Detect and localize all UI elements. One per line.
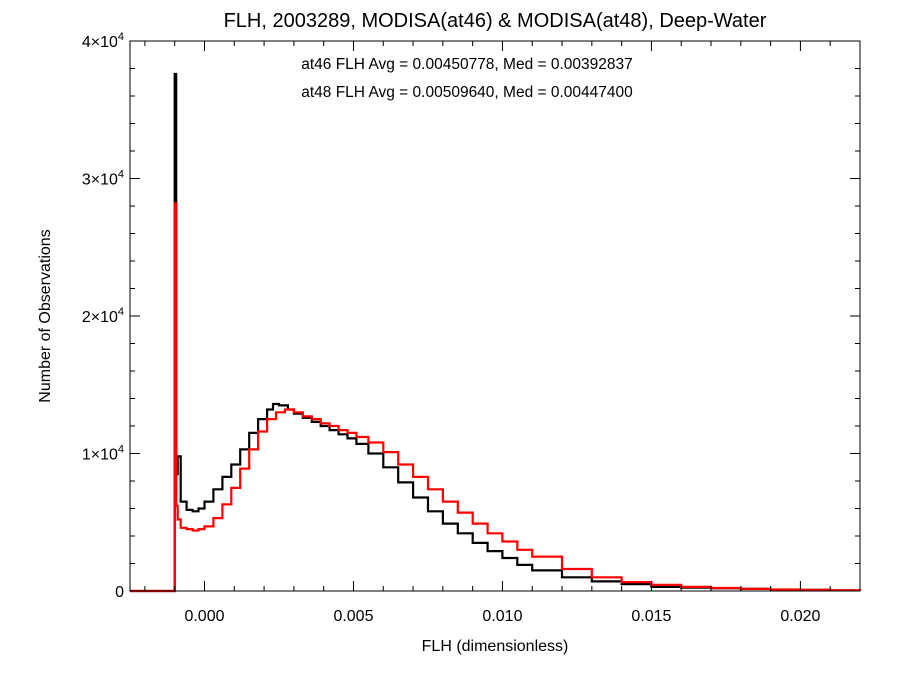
y-tick-label: 4×104 xyxy=(82,31,124,51)
y-tick-mantissa: 4×10 xyxy=(82,34,118,51)
x-axis-label: FLH (dimensionless) xyxy=(422,638,569,655)
y-tick-label: 0 xyxy=(115,584,124,601)
y-tick-exponent: 4 xyxy=(118,306,124,318)
annotation-at48: at48 FLH Avg = 0.00509640, Med = 0.00447… xyxy=(301,84,633,101)
y-tick-mantissa: 2×10 xyxy=(82,309,118,326)
y-tick-label: 3×104 xyxy=(82,169,124,189)
plot-frame xyxy=(129,40,861,592)
series-at46-line xyxy=(130,72,862,593)
y-tick-mantissa: 1×10 xyxy=(82,447,118,464)
annotation-at46: at46 FLH Avg = 0.00450778, Med = 0.00392… xyxy=(301,56,633,73)
y-tick-mantissa: 3×10 xyxy=(82,172,118,189)
y-tick-label: 2×104 xyxy=(82,306,124,326)
series-layer xyxy=(130,72,862,593)
chart-title: FLH, 2003289, MODISA(at46) & MODISA(at48… xyxy=(224,10,767,32)
y-tick-exponent: 4 xyxy=(118,169,124,181)
y-tick-labels: 0 1×104 2×104 3×104 4×104 xyxy=(82,31,124,601)
series-at48-line xyxy=(130,202,862,593)
y-tick-mantissa: 0 xyxy=(115,584,124,601)
ticks-layer xyxy=(130,40,861,592)
x-tick-label: 0.005 xyxy=(333,608,373,625)
y-tick-exponent: 4 xyxy=(118,31,124,43)
y-tick-exponent: 4 xyxy=(118,444,124,456)
y-tick-label: 1×104 xyxy=(82,444,124,464)
x-tick-label: 0.010 xyxy=(482,608,522,625)
y-axis-label: Number of Observations xyxy=(37,229,54,402)
x-tick-labels: 0.000 0.005 0.010 0.015 0.020 xyxy=(184,608,820,625)
x-tick-label: 0.015 xyxy=(631,608,671,625)
x-tick-label: 0.020 xyxy=(780,608,820,625)
x-tick-label: 0.000 xyxy=(184,608,224,625)
